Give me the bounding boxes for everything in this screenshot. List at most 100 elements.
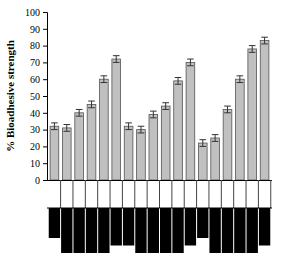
error-bar xyxy=(187,59,194,66)
x-tick-mark xyxy=(246,180,247,208)
error-bar-part xyxy=(199,139,206,140)
error-bar-part xyxy=(76,116,83,117)
y-tick-mark xyxy=(43,29,47,30)
x-tick xyxy=(110,180,111,208)
error-bar xyxy=(224,106,231,113)
bar xyxy=(87,104,96,180)
error-bar-part xyxy=(88,107,95,108)
y-tick: 80 xyxy=(30,40,47,51)
x-tick xyxy=(246,180,247,208)
x-tick-mark xyxy=(258,180,259,208)
error-bar-part xyxy=(224,106,231,107)
y-tick-mark xyxy=(43,12,47,13)
error-bar-part xyxy=(101,82,108,83)
y-tick-mark xyxy=(43,146,47,147)
y-tick-label: 100 xyxy=(25,7,40,18)
x-tick-mark xyxy=(270,180,271,208)
x-tick xyxy=(159,180,160,208)
indicator-bar xyxy=(247,208,258,253)
error-bar-part xyxy=(150,117,157,118)
indicator-bar xyxy=(185,208,196,246)
error-bar-part xyxy=(101,75,108,76)
error-bar-part xyxy=(162,109,169,110)
error-bar-part xyxy=(239,76,240,83)
y-axis-title: % Bioadhesive strength xyxy=(4,40,16,152)
indicator-bar xyxy=(234,208,245,253)
error-bar-part xyxy=(63,124,70,125)
x-tick-mark xyxy=(97,180,98,208)
error-bar xyxy=(125,123,132,130)
indicator-bar xyxy=(123,208,134,246)
x-tick-mark xyxy=(134,180,135,208)
bar xyxy=(137,130,146,180)
error-bar-part xyxy=(175,77,182,78)
error-bar-part xyxy=(88,101,95,102)
error-bar xyxy=(175,78,182,85)
y-tick-label: 80 xyxy=(30,40,40,51)
error-bar-part xyxy=(51,122,58,123)
y-tick: 60 xyxy=(30,74,47,85)
error-bar-part xyxy=(187,59,194,60)
bar xyxy=(62,128,71,180)
y-axis-line xyxy=(43,13,48,181)
x-tick-mark xyxy=(60,180,61,208)
x-tick-mark xyxy=(110,180,111,208)
bars xyxy=(50,37,269,180)
error-bar xyxy=(199,140,206,147)
error-bar xyxy=(237,76,244,83)
bar xyxy=(149,114,158,180)
y-tick-label: 20 xyxy=(30,141,40,152)
error-bar-part xyxy=(190,59,191,66)
x-tick xyxy=(85,180,86,208)
y-tick-label: 30 xyxy=(30,124,40,135)
y-tick-label: 70 xyxy=(30,57,40,68)
x-tick-mark xyxy=(171,180,172,208)
error-bar-part xyxy=(103,76,104,83)
error-bar xyxy=(113,56,120,63)
error-bar-part xyxy=(249,52,256,53)
error-bar-part xyxy=(125,122,132,123)
error-bar-part xyxy=(140,126,141,133)
error-bar-part xyxy=(138,126,145,127)
indicator-bar xyxy=(259,208,270,246)
error-bar-part xyxy=(249,45,256,46)
x-tick-mark xyxy=(122,180,123,208)
y-tick: 50 xyxy=(30,91,47,102)
y-tick-mark xyxy=(43,46,47,47)
x-tick-mark xyxy=(184,180,185,208)
error-bar-part xyxy=(215,135,216,142)
error-bar-part xyxy=(150,111,157,112)
y-tick-mark xyxy=(43,180,47,181)
error-bar-part xyxy=(63,131,70,132)
bar xyxy=(112,59,121,180)
error-bar xyxy=(88,101,95,108)
error-bar-part xyxy=(261,37,268,38)
y-tick-mark xyxy=(43,163,47,164)
indicator-bar xyxy=(135,208,146,253)
indicator-bar xyxy=(222,208,233,253)
error-bar xyxy=(76,109,83,116)
error-bar-part xyxy=(125,129,132,130)
error-bar-part xyxy=(212,141,219,142)
y-tick: 100 xyxy=(25,7,47,18)
y-axis: 0102030405060708090100 xyxy=(25,7,48,186)
error-bar-part xyxy=(66,125,67,132)
y-tick: 10 xyxy=(30,158,47,169)
y-tick-label: 10 xyxy=(30,158,40,169)
x-tick xyxy=(233,180,234,208)
y-tick-mark xyxy=(43,96,47,97)
y-tick-mark xyxy=(43,62,47,63)
bar xyxy=(161,106,170,180)
bar xyxy=(248,49,257,180)
error-bar-part xyxy=(162,102,169,103)
error-bar-part xyxy=(79,109,80,116)
error-bar-part xyxy=(252,46,253,53)
x-tick-mark xyxy=(196,180,197,208)
bar xyxy=(75,113,84,180)
indicator-bar xyxy=(172,208,183,253)
y-tick-label: 50 xyxy=(30,91,40,102)
error-bar-part xyxy=(116,56,117,63)
x-tick xyxy=(221,180,222,208)
y-tick-mark xyxy=(43,113,47,114)
y-tick: 70 xyxy=(30,57,47,68)
